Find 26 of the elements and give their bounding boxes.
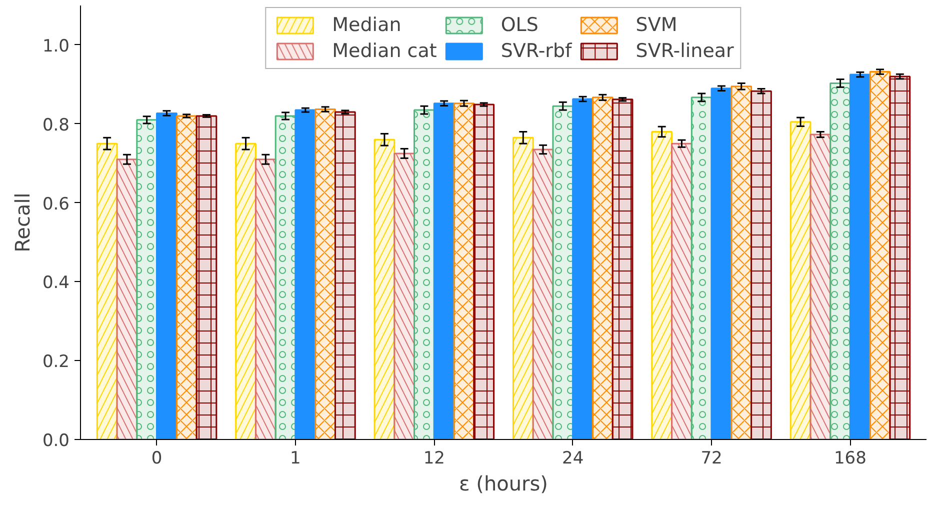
bar: [433, 102, 455, 440]
x-tick-label: 0: [151, 448, 162, 468]
x-tick-label: 12: [423, 448, 445, 468]
x-tick-label: 72: [700, 448, 722, 468]
legend-label: SVR-linear: [636, 40, 734, 62]
y-axis-title: Recall: [10, 192, 34, 252]
bar: [294, 109, 316, 440]
y-tick-label: 1.0: [42, 36, 70, 56]
bar: [156, 112, 178, 440]
x-axis-title: ε (hours): [459, 472, 548, 496]
legend-label: Median cat: [332, 40, 437, 62]
y-tick-label: 0.8: [42, 115, 70, 136]
legend-label: OLS: [500, 14, 538, 36]
x-tick-label: 24: [562, 448, 584, 468]
y-tick-label: 0.0: [42, 431, 70, 451]
y-tick-label: 0.6: [42, 194, 70, 214]
x-tick-label: 168: [834, 448, 866, 468]
x-tick-label: 1: [290, 448, 301, 468]
legend-label: Median: [332, 14, 402, 36]
legend-label: SVR-rbf: [500, 40, 572, 62]
bar: [849, 74, 871, 440]
y-tick-label: 0.2: [42, 352, 70, 372]
bar: [710, 88, 732, 440]
y-tick-label: 0.4: [42, 273, 70, 294]
legend-label: SVM: [636, 14, 678, 36]
bar: [572, 98, 594, 440]
